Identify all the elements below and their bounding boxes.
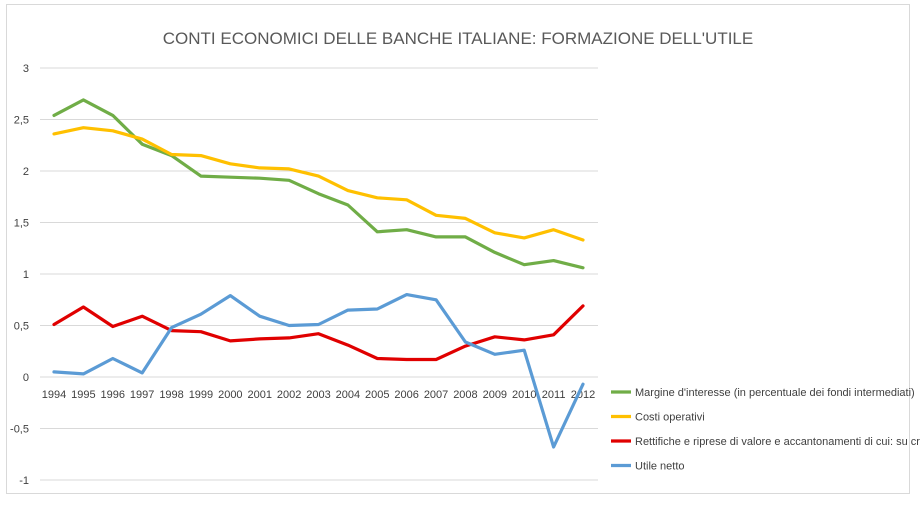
series-lines: [52, 98, 585, 449]
x-tick-label: 1994: [42, 389, 66, 401]
y-tick-label: -1: [19, 475, 29, 487]
y-axis-ticks: 3 2,5 2 1,5 1 0,5 0 -0,5 -1: [10, 63, 29, 487]
x-tick-label: 2006: [394, 389, 418, 401]
x-tick-label: 1995: [71, 389, 95, 401]
x-tick-label: 1998: [159, 389, 183, 401]
x-tick-label: 2005: [365, 389, 389, 401]
x-tick-label: 2011: [542, 389, 566, 401]
y-tick-label: -0,5: [10, 424, 29, 436]
x-tick-label: 2010: [512, 389, 536, 401]
y-tick-label: 1,5: [14, 218, 29, 230]
gridlines: [40, 67, 598, 481]
series-line-2: [52, 126, 585, 242]
legend-item: Utile netto: [611, 461, 685, 473]
x-tick-label: 1999: [189, 389, 213, 401]
x-tick-label: 2003: [306, 389, 330, 401]
chart-title: CONTI ECONOMICI DELLE BANCHE ITALIANE: F…: [163, 29, 753, 48]
legend-item: Margine d'interesse (in percentuale dei …: [611, 387, 915, 399]
x-tick-label: 2002: [277, 389, 301, 401]
legend-item: Rettifiche e riprese di valore e accanto…: [611, 436, 920, 448]
chart-frame: [6, 4, 910, 494]
legend-label: Rettifiche e riprese di valore e accanto…: [635, 436, 920, 448]
y-tick-label: 0: [23, 372, 29, 384]
x-axis-ticks: 1994 1995 1996 1997 1998 1999 2000 2001 2002 2003…: [42, 389, 595, 401]
y-tick-label: 2,5: [14, 115, 29, 127]
series-line-4: [52, 293, 585, 449]
y-tick-label: 0,5: [14, 321, 29, 333]
legend-item: Costi operativi: [611, 412, 705, 424]
legend: Margine d'interesse (in percentuale dei …: [611, 387, 920, 473]
x-tick-label: 1997: [130, 389, 154, 401]
legend-label: Utile netto: [635, 461, 685, 473]
legend-label: Margine d'interesse (in percentuale dei …: [635, 387, 915, 399]
y-tick-label: 1: [23, 269, 29, 281]
series-line-1: [52, 98, 585, 270]
x-tick-label: 2008: [453, 389, 477, 401]
series-line-3: [52, 304, 585, 362]
legend-label: Costi operativi: [635, 412, 705, 424]
x-tick-label: 2009: [483, 389, 507, 401]
y-tick-label: 2: [23, 166, 29, 178]
y-tick-label: 3: [23, 63, 29, 75]
x-tick-label: 2000: [218, 389, 242, 401]
x-tick-label: 2001: [247, 389, 271, 401]
x-tick-label: 2007: [424, 389, 448, 401]
x-tick-label: 1996: [101, 389, 125, 401]
x-tick-label: 2004: [336, 389, 360, 401]
